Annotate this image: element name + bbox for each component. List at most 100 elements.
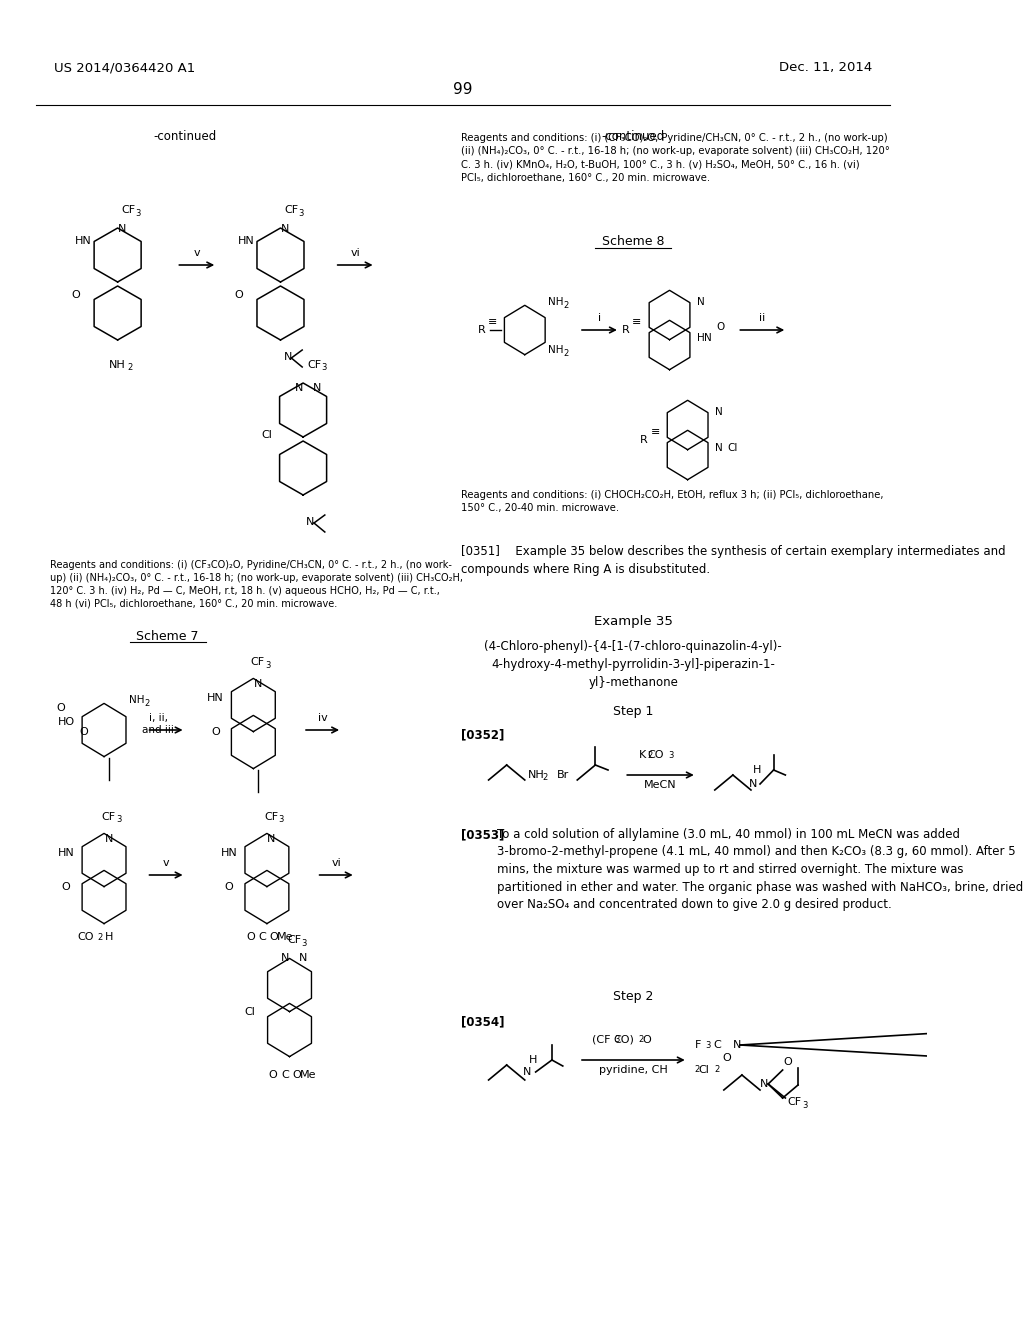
Text: O: O [783, 1057, 793, 1067]
Text: CO): CO) [613, 1035, 635, 1045]
Text: and iii: and iii [142, 725, 174, 735]
Text: Reagents and conditions: (i) (CF₃CO)₂O, Pyridine/CH₃CN, 0° C. - r.t., 2 h., (no : Reagents and conditions: (i) (CF₃CO)₂O, … [462, 133, 890, 182]
Text: H: H [104, 932, 113, 942]
Text: [0354]: [0354] [462, 1015, 505, 1028]
Text: N: N [715, 444, 723, 453]
Text: 2: 2 [694, 1065, 699, 1074]
Text: 3: 3 [279, 816, 284, 825]
Text: NH: NH [527, 770, 544, 780]
Text: i: i [598, 313, 601, 323]
Text: CF: CF [101, 812, 116, 822]
Text: Me: Me [299, 1071, 315, 1080]
Text: C: C [282, 1071, 289, 1080]
Text: O: O [269, 932, 279, 942]
Text: ≡: ≡ [632, 317, 642, 327]
Text: [0353]: [0353] [462, 828, 505, 841]
Text: N: N [312, 383, 321, 393]
Text: 2: 2 [563, 301, 569, 309]
Text: HN: HN [57, 847, 75, 858]
Text: HN: HN [238, 236, 255, 246]
Text: CF: CF [264, 812, 279, 822]
Text: vi: vi [350, 248, 360, 257]
Text: 3: 3 [299, 209, 304, 218]
Text: H: H [753, 766, 761, 775]
Text: CO: CO [648, 750, 665, 760]
Text: v: v [163, 858, 169, 869]
Text: -continued: -continued [154, 129, 217, 143]
Text: C: C [258, 932, 266, 942]
Text: NH: NH [548, 345, 564, 355]
Text: MeCN: MeCN [644, 780, 677, 789]
Text: O: O [72, 290, 80, 300]
Text: CF: CF [122, 205, 135, 215]
Text: CF: CF [287, 935, 301, 945]
Text: O: O [642, 1035, 651, 1045]
Text: CF: CF [285, 205, 298, 215]
Text: 3: 3 [614, 1035, 620, 1044]
Text: HO: HO [57, 717, 75, 727]
Text: CF: CF [307, 360, 321, 370]
Text: Reagents and conditions: (i) CHOCH₂CO₂H, EtOH, reflux 3 h; (ii) PCl₅, dichloroet: Reagents and conditions: (i) CHOCH₂CO₂H,… [462, 490, 884, 513]
Text: 3: 3 [706, 1040, 711, 1049]
Text: (4-Chloro-phenyl)-{4-[1-(7-chloro-quinazolin-4-yl)-
4-hydroxy-4-methyl-pyrrolidi: (4-Chloro-phenyl)-{4-[1-(7-chloro-quinaz… [484, 640, 782, 689]
Text: 3: 3 [803, 1101, 808, 1110]
Text: O: O [56, 704, 65, 713]
Text: pyridine, CH: pyridine, CH [599, 1065, 668, 1074]
Text: O: O [717, 322, 725, 333]
Text: N: N [715, 407, 723, 417]
Text: N: N [760, 1078, 768, 1089]
Text: O: O [80, 727, 88, 737]
Text: HN: HN [220, 847, 238, 858]
Text: 3: 3 [265, 660, 270, 669]
Text: C: C [713, 1040, 721, 1049]
Text: Example 35: Example 35 [594, 615, 673, 628]
Text: [0351]  Example 35 below describes the synthesis of certain exemplary intermedia: [0351] Example 35 below describes the sy… [462, 545, 1006, 576]
Text: O: O [269, 1071, 278, 1080]
Text: N: N [284, 352, 292, 362]
Text: v: v [194, 248, 200, 257]
Text: iv: iv [317, 713, 328, 723]
Text: 99: 99 [454, 82, 473, 98]
Text: [0352]: [0352] [462, 729, 505, 741]
Text: N: N [267, 834, 275, 843]
Text: 2: 2 [715, 1065, 720, 1074]
Text: O: O [224, 882, 233, 892]
Text: 2: 2 [144, 698, 150, 708]
Text: 3: 3 [322, 363, 327, 372]
Text: 3: 3 [301, 939, 307, 948]
Text: To a cold solution of allylamine (3.0 mL, 40 mmol) in 100 mL MeCN was added 3-br: To a cold solution of allylamine (3.0 mL… [497, 828, 1023, 911]
Text: N: N [118, 224, 126, 234]
Text: N: N [733, 1040, 741, 1049]
Text: N: N [281, 953, 289, 964]
Text: (CF: (CF [593, 1035, 611, 1045]
Text: O: O [234, 290, 244, 300]
Text: N: N [306, 517, 314, 527]
Text: HN: HN [75, 236, 91, 246]
Text: US 2014/0364420 A1: US 2014/0364420 A1 [54, 62, 196, 74]
Text: N: N [104, 834, 113, 843]
Text: H: H [528, 1055, 537, 1065]
Text: N: N [254, 678, 262, 689]
Text: 3: 3 [669, 751, 674, 759]
Text: -continued: -continued [602, 129, 665, 143]
Text: O: O [246, 932, 255, 942]
Text: Cl: Cl [261, 430, 272, 440]
Text: NH: NH [110, 360, 126, 370]
Text: ≡: ≡ [650, 426, 659, 437]
Text: 2: 2 [128, 363, 133, 372]
Text: N: N [281, 224, 289, 234]
Text: Scheme 8: Scheme 8 [602, 235, 665, 248]
Text: R: R [477, 325, 485, 335]
Text: Step 1: Step 1 [613, 705, 653, 718]
Text: 2: 2 [638, 1035, 643, 1044]
Text: CF: CF [787, 1097, 802, 1107]
Text: O: O [61, 882, 71, 892]
Text: NH: NH [548, 297, 564, 308]
Text: CO: CO [78, 932, 94, 942]
Text: H: H [696, 333, 705, 343]
Text: Scheme 7: Scheme 7 [136, 630, 199, 643]
Text: vi: vi [331, 858, 341, 869]
Text: F: F [695, 1040, 701, 1049]
Text: 2: 2 [647, 751, 652, 759]
Text: NH: NH [129, 696, 144, 705]
